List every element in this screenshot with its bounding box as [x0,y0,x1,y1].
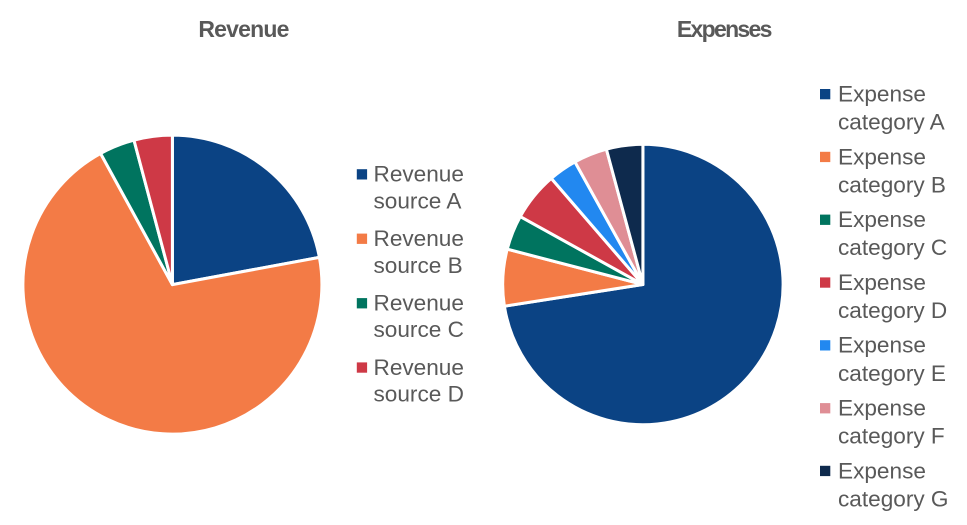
svg-text:Revenue: Revenue [198,16,288,42]
svg-text:category D: category D [838,298,947,323]
svg-text:category A: category A [838,110,946,135]
svg-text:source B: source B [374,253,463,278]
svg-text:category E: category E [838,361,946,386]
svg-text:Expense: Expense [838,333,926,358]
svg-text:Expense: Expense [838,144,926,169]
svg-text:category C: category C [838,235,947,260]
svg-text:Expense: Expense [838,458,926,483]
svg-text:Expenses: Expenses [677,16,772,42]
svg-text:source C: source C [374,317,464,342]
svg-text:Revenue: Revenue [374,162,464,187]
svg-text:category F: category F [838,424,945,449]
svg-text:Expense: Expense [838,82,926,107]
svg-text:Revenue: Revenue [374,291,464,316]
svg-text:source A: source A [374,188,463,213]
svg-text:Expense: Expense [838,207,926,232]
svg-text:Expense: Expense [838,396,926,421]
svg-text:category B: category B [838,172,946,197]
svg-text:category G: category G [838,486,949,511]
svg-text:source D: source D [374,382,464,407]
svg-text:Expense: Expense [838,270,926,295]
svg-text:Revenue: Revenue [374,355,464,380]
svg-text:Revenue: Revenue [374,226,464,251]
